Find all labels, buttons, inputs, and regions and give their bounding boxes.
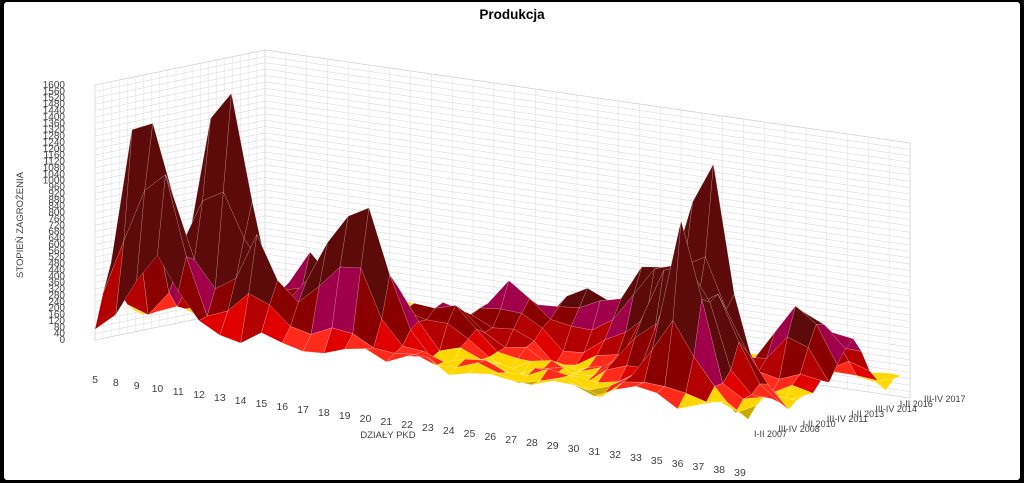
x-tick-label: 35 bbox=[651, 455, 663, 467]
z-tick-label: 1160 bbox=[43, 150, 65, 161]
x-tick-label: 26 bbox=[484, 431, 496, 443]
x-tick-label: 17 bbox=[297, 404, 309, 416]
x-tick-label: 10 bbox=[152, 383, 164, 395]
x-tick-label: 23 bbox=[422, 422, 434, 434]
z-tick-label: 720 bbox=[48, 220, 65, 231]
z-tick-label: 1080 bbox=[43, 163, 66, 174]
x-tick-label: 31 bbox=[589, 446, 601, 458]
z-tick-label: 1320 bbox=[43, 125, 66, 136]
y-tick-label: III-IV 2014 bbox=[875, 404, 917, 414]
x-tick-label: 19 bbox=[339, 410, 351, 422]
z-tick-label: 80 bbox=[54, 322, 66, 333]
x-tick-label: 29 bbox=[547, 440, 559, 452]
z-tick-label: 1360 bbox=[43, 118, 66, 129]
z-tick-label: 1440 bbox=[43, 106, 66, 117]
z-tick-label: 680 bbox=[48, 227, 65, 238]
z-tick-label: 400 bbox=[48, 271, 65, 282]
x-tick-label: 27 bbox=[505, 434, 517, 446]
y-tick-label: I-II 2013 bbox=[851, 409, 884, 419]
z-tick-label: 40 bbox=[54, 329, 66, 340]
y-tick-label: I-II 2007 bbox=[754, 429, 787, 439]
z-tick-label: 600 bbox=[48, 239, 65, 250]
x-tick-label: 21 bbox=[380, 416, 392, 428]
x-tick-label: 30 bbox=[568, 443, 580, 455]
z-tick-label: 320 bbox=[48, 284, 65, 295]
x-tick-label: 12 bbox=[193, 389, 205, 401]
z-tick-label: 960 bbox=[48, 182, 65, 193]
y-tick-label: III-IV 2017 bbox=[924, 394, 966, 404]
x-tick-label: 39 bbox=[734, 467, 746, 479]
z-tick-label: 1120 bbox=[43, 157, 65, 168]
x-tick-label: 15 bbox=[256, 398, 268, 410]
x-tick-label: 5 bbox=[92, 374, 98, 386]
x-tick-label: 32 bbox=[609, 449, 621, 461]
z-tick-label: 560 bbox=[48, 246, 65, 257]
z-tick-label: 360 bbox=[48, 278, 65, 289]
x-tick-label: 20 bbox=[360, 413, 372, 425]
y-tick-label: I-II 2010 bbox=[803, 419, 836, 429]
surface-plot bbox=[94, 92, 911, 420]
x-tick-label: 33 bbox=[630, 452, 642, 464]
chart-title: Produkcja bbox=[479, 7, 545, 22]
z-tick-label: 240 bbox=[48, 297, 65, 308]
z-tick-label: 200 bbox=[48, 303, 65, 314]
x-tick-label: 11 bbox=[173, 386, 184, 398]
y-tick-label: I-II 2016 bbox=[900, 399, 933, 409]
z-tick-label: 840 bbox=[48, 201, 65, 212]
z-tick-label: 920 bbox=[48, 188, 65, 199]
x-tick-label: 8 bbox=[113, 377, 119, 389]
x-tick-label: 36 bbox=[672, 458, 684, 470]
x-tick-label: 37 bbox=[693, 461, 705, 473]
x-tick-label: 13 bbox=[214, 392, 226, 404]
z-tick-label: 1560 bbox=[43, 86, 66, 97]
z-tick-label: 1000 bbox=[43, 176, 66, 187]
x-tick-label: 14 bbox=[235, 395, 247, 407]
x-tick-label: 9 bbox=[134, 380, 140, 392]
x-axis-ticks: 5 8 9 10 11 12 13 14 15 16 17 18 19 20 21 22 23 24 25 26 27 2… bbox=[92, 374, 746, 479]
z-tick-label: 1480 bbox=[43, 99, 66, 110]
z-axis-ticks: 0408012016020024028032036040044048052056… bbox=[43, 80, 66, 346]
z-tick-label: 1200 bbox=[43, 144, 66, 155]
z-tick-label: 160 bbox=[48, 310, 65, 321]
z-tick-label: 760 bbox=[48, 214, 65, 225]
x-tick-label: 24 bbox=[443, 425, 455, 437]
y-tick-label: III-IV 2008 bbox=[778, 424, 820, 434]
x-tick-label: 25 bbox=[464, 428, 476, 440]
z-tick-label: 520 bbox=[48, 252, 65, 263]
z-axis-title: STOPIEŃ ZAGROŻENIA bbox=[15, 171, 26, 278]
z-tick-label: 1040 bbox=[43, 169, 66, 180]
x-tick-label: 28 bbox=[526, 437, 538, 449]
z-tick-label: 1600 bbox=[43, 80, 66, 91]
z-tick-label: 1240 bbox=[43, 137, 66, 148]
x-tick-label: 16 bbox=[276, 401, 288, 413]
z-tick-label: 440 bbox=[48, 265, 65, 276]
x-tick-label: 18 bbox=[318, 407, 330, 419]
z-tick-label: 280 bbox=[48, 290, 65, 301]
x-tick-label: 38 bbox=[713, 464, 725, 476]
z-tick-label: 880 bbox=[48, 195, 65, 206]
z-tick-label: 1520 bbox=[43, 93, 66, 104]
z-tick-label: 640 bbox=[48, 233, 65, 244]
x-axis-title: DZIAŁY PKD bbox=[360, 430, 415, 441]
z-tick-label: 1400 bbox=[43, 112, 66, 123]
z-tick-label: 0 bbox=[59, 335, 65, 346]
z-tick-label: 800 bbox=[48, 208, 65, 219]
x-tick-label: 22 bbox=[401, 419, 413, 431]
y-tick-label: III-IV 2011 bbox=[827, 414, 868, 424]
z-tick-label: 1280 bbox=[43, 131, 66, 142]
z-tick-label: 120 bbox=[48, 316, 65, 327]
surface-cell bbox=[719, 401, 749, 420]
z-tick-label: 480 bbox=[48, 259, 65, 270]
